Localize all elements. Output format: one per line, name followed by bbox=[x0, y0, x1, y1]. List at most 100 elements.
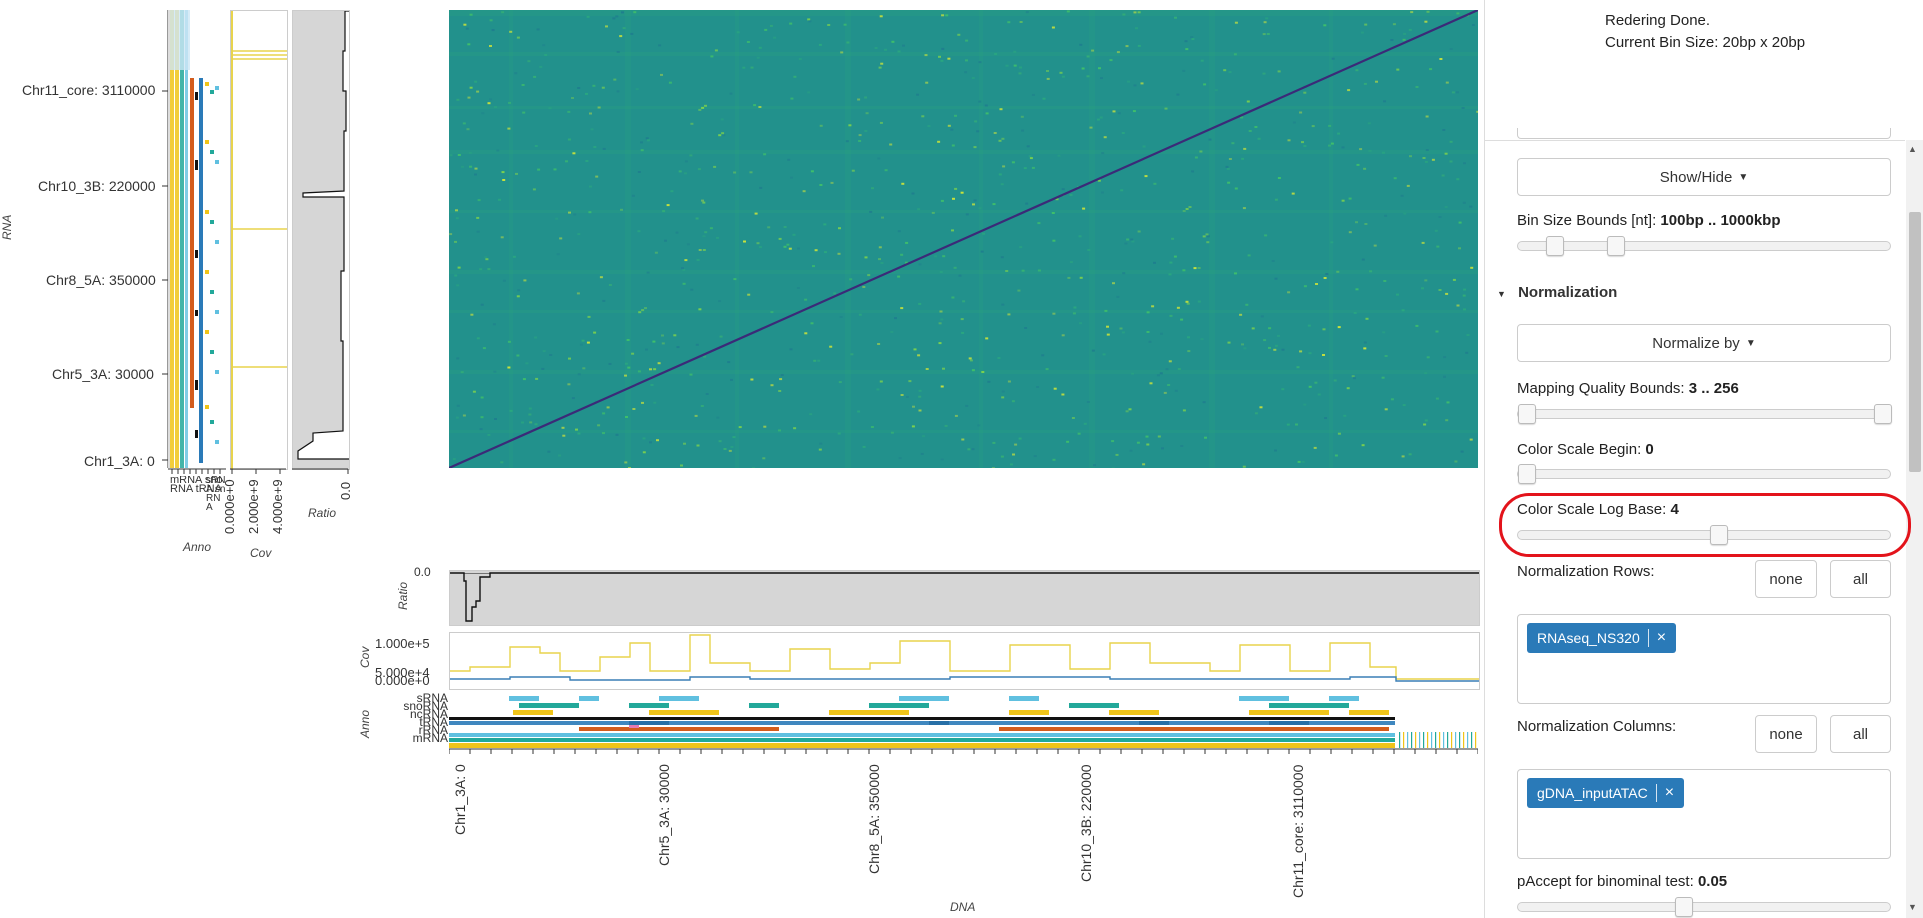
heatmap-cell bbox=[577, 373, 581, 376]
heatmap-cell bbox=[1421, 241, 1425, 244]
norm-cols-tagbox[interactable]: gDNA_inputATAC × bbox=[1517, 769, 1891, 859]
heatmap-cell bbox=[1086, 55, 1090, 58]
heatmap-cell bbox=[1119, 327, 1123, 330]
heatmap-cell bbox=[1438, 216, 1442, 218]
anno-mark bbox=[1403, 732, 1405, 748]
mapq-slider[interactable] bbox=[1517, 404, 1892, 424]
heatmap-cell bbox=[1185, 208, 1189, 210]
heatmap-cell bbox=[1449, 48, 1453, 50]
heatmap-cell bbox=[1292, 121, 1296, 124]
heatmap-cell bbox=[718, 440, 722, 443]
paccept-slider[interactable] bbox=[1517, 897, 1891, 917]
heatmap-cell bbox=[867, 274, 871, 277]
heatmap-cell bbox=[631, 352, 635, 355]
heatmap-cell bbox=[917, 354, 921, 357]
norm-cols-none-button[interactable]: none bbox=[1755, 715, 1817, 753]
heatmap-cell bbox=[454, 274, 458, 277]
heatmap-cell bbox=[1082, 207, 1086, 210]
slider-handle[interactable] bbox=[1607, 236, 1625, 256]
paccept-label-text: pAccept for binominal test: bbox=[1517, 873, 1694, 890]
heatmap-cell bbox=[1197, 267, 1201, 269]
heatmap-cell bbox=[507, 366, 511, 369]
heatmap-cell bbox=[890, 431, 894, 434]
heatmap-cell bbox=[1121, 132, 1125, 134]
heatmap-cell bbox=[1187, 350, 1191, 353]
heatmap-cell bbox=[1322, 354, 1325, 356]
remove-tag-icon[interactable]: × bbox=[1656, 629, 1667, 646]
color-begin-slider[interactable] bbox=[1517, 464, 1891, 484]
heatmap-cell bbox=[522, 378, 526, 381]
heatmap-cell bbox=[918, 302, 922, 305]
norm-cols-all-button[interactable]: all bbox=[1830, 715, 1891, 753]
heatmap-cell bbox=[455, 217, 459, 220]
heatmap-cell bbox=[720, 118, 724, 121]
heatmap-cell bbox=[823, 223, 827, 226]
slider-handle[interactable] bbox=[1518, 464, 1536, 484]
panel-scrollbar-thumb[interactable] bbox=[1909, 212, 1921, 472]
contact-heatmap[interactable] bbox=[449, 10, 1478, 468]
anno-mark bbox=[1439, 732, 1441, 748]
heatmap-cell bbox=[625, 416, 628, 418]
col-tag-gdna[interactable]: gDNA_inputATAC × bbox=[1527, 778, 1685, 808]
norm-rows-none-button[interactable]: none bbox=[1755, 560, 1817, 598]
heatmap-cell bbox=[616, 90, 620, 93]
heatmap-cell bbox=[1116, 51, 1120, 54]
heatmap-cell bbox=[1019, 21, 1023, 23]
heatmap-cell bbox=[1287, 291, 1291, 294]
heatmap-cell bbox=[769, 24, 773, 27]
heatmap-cell bbox=[1148, 340, 1152, 343]
slider-handle[interactable] bbox=[1674, 897, 1693, 917]
normalization-heading[interactable]: ▼ Normalization bbox=[1497, 284, 1617, 301]
heatmap-cell bbox=[722, 134, 726, 137]
heatmap-cell bbox=[804, 332, 808, 335]
normalize-by-button[interactable]: Normalize by ▼ bbox=[1517, 324, 1891, 362]
heatmap-cell bbox=[716, 236, 719, 239]
heatmap-cell bbox=[673, 334, 677, 337]
heatmap-cell bbox=[595, 175, 599, 178]
heatmap-cell bbox=[579, 343, 583, 346]
slider-handle[interactable] bbox=[1710, 525, 1729, 545]
heatmap-cell bbox=[780, 374, 784, 377]
heatmap-cell bbox=[1274, 277, 1278, 280]
scroll-down-icon[interactable]: ▼ bbox=[1908, 902, 1917, 912]
heatmap-cell bbox=[1204, 436, 1207, 439]
heatmap-cell bbox=[1245, 303, 1249, 306]
remove-tag-icon[interactable]: × bbox=[1664, 784, 1675, 801]
color-begin-label: Color Scale Begin: 0 bbox=[1517, 441, 1654, 458]
anno-mark bbox=[1443, 732, 1445, 748]
heatmap-cell bbox=[998, 139, 1002, 142]
heatmap-cell bbox=[1435, 397, 1439, 400]
heatmap-cell bbox=[1341, 146, 1345, 149]
color-log-slider[interactable] bbox=[1517, 525, 1891, 545]
slider-handle[interactable] bbox=[1546, 236, 1565, 256]
heatmap-cell bbox=[477, 199, 481, 202]
heatmap-cell bbox=[1228, 71, 1232, 74]
heatmap-cell bbox=[918, 389, 922, 392]
heatmap-cell bbox=[999, 108, 1003, 111]
heatmap-cell bbox=[940, 458, 944, 461]
heatmap-cell bbox=[601, 86, 605, 89]
norm-rows-tagbox[interactable]: RNAseq_NS320 × bbox=[1517, 614, 1891, 704]
heatmap-cell bbox=[1445, 292, 1449, 295]
color-begin-label-text: Color Scale Begin: bbox=[1517, 441, 1642, 458]
anno-mark bbox=[1399, 732, 1401, 748]
row-tag-rnaseq[interactable]: RNAseq_NS320 × bbox=[1527, 623, 1677, 653]
heatmap-cell bbox=[1019, 246, 1023, 249]
heatmap-cell bbox=[984, 104, 988, 107]
heatmap-cell bbox=[869, 210, 873, 213]
slider-handle[interactable] bbox=[1518, 404, 1536, 424]
heatmap-cell bbox=[807, 91, 811, 94]
heatmap-cell bbox=[1438, 289, 1442, 291]
bin-size-label: Bin Size Bounds [nt]: 100bp .. 1000kbp bbox=[1517, 212, 1780, 229]
bin-size-slider[interactable] bbox=[1517, 236, 1891, 256]
heatmap-cell bbox=[1458, 247, 1461, 250]
norm-rows-all-button[interactable]: all bbox=[1830, 560, 1891, 598]
show-hide-button[interactable]: Show/Hide ▼ bbox=[1517, 158, 1891, 196]
heatmap-cell bbox=[487, 268, 491, 271]
scroll-up-icon[interactable]: ▲ bbox=[1908, 144, 1917, 154]
heatmap-cell bbox=[1122, 13, 1126, 16]
slider-handle[interactable] bbox=[1874, 404, 1892, 424]
heatmap-cell bbox=[1470, 266, 1474, 269]
heatmap-cell bbox=[467, 43, 471, 46]
heatmap-cell bbox=[1197, 300, 1201, 303]
